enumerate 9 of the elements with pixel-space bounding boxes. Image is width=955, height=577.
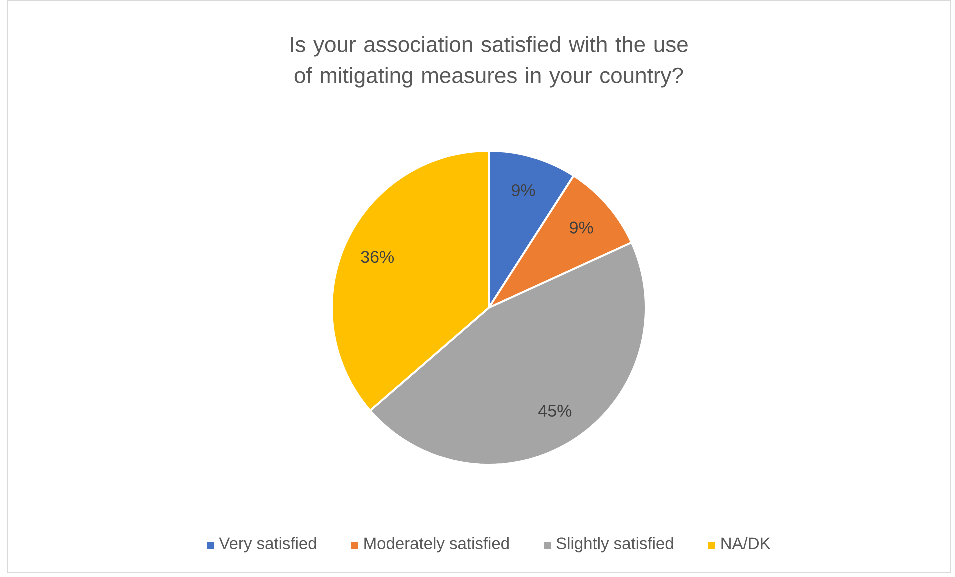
data-label: 9% <box>512 184 536 197</box>
data-label: 9% <box>570 222 594 234</box>
legend-label: Moderately satisfied <box>364 537 509 553</box>
legend-label: Slightly satisfied <box>556 537 674 553</box>
legend-label: Very satisfied <box>219 537 316 553</box>
data-label: 45% <box>538 405 572 417</box>
legend-label: NA/DK <box>722 537 771 550</box>
chart-title: Is your association satisfied with the use of mitigating measures in your country? <box>291 36 688 88</box>
data-label: 36% <box>361 251 394 264</box>
